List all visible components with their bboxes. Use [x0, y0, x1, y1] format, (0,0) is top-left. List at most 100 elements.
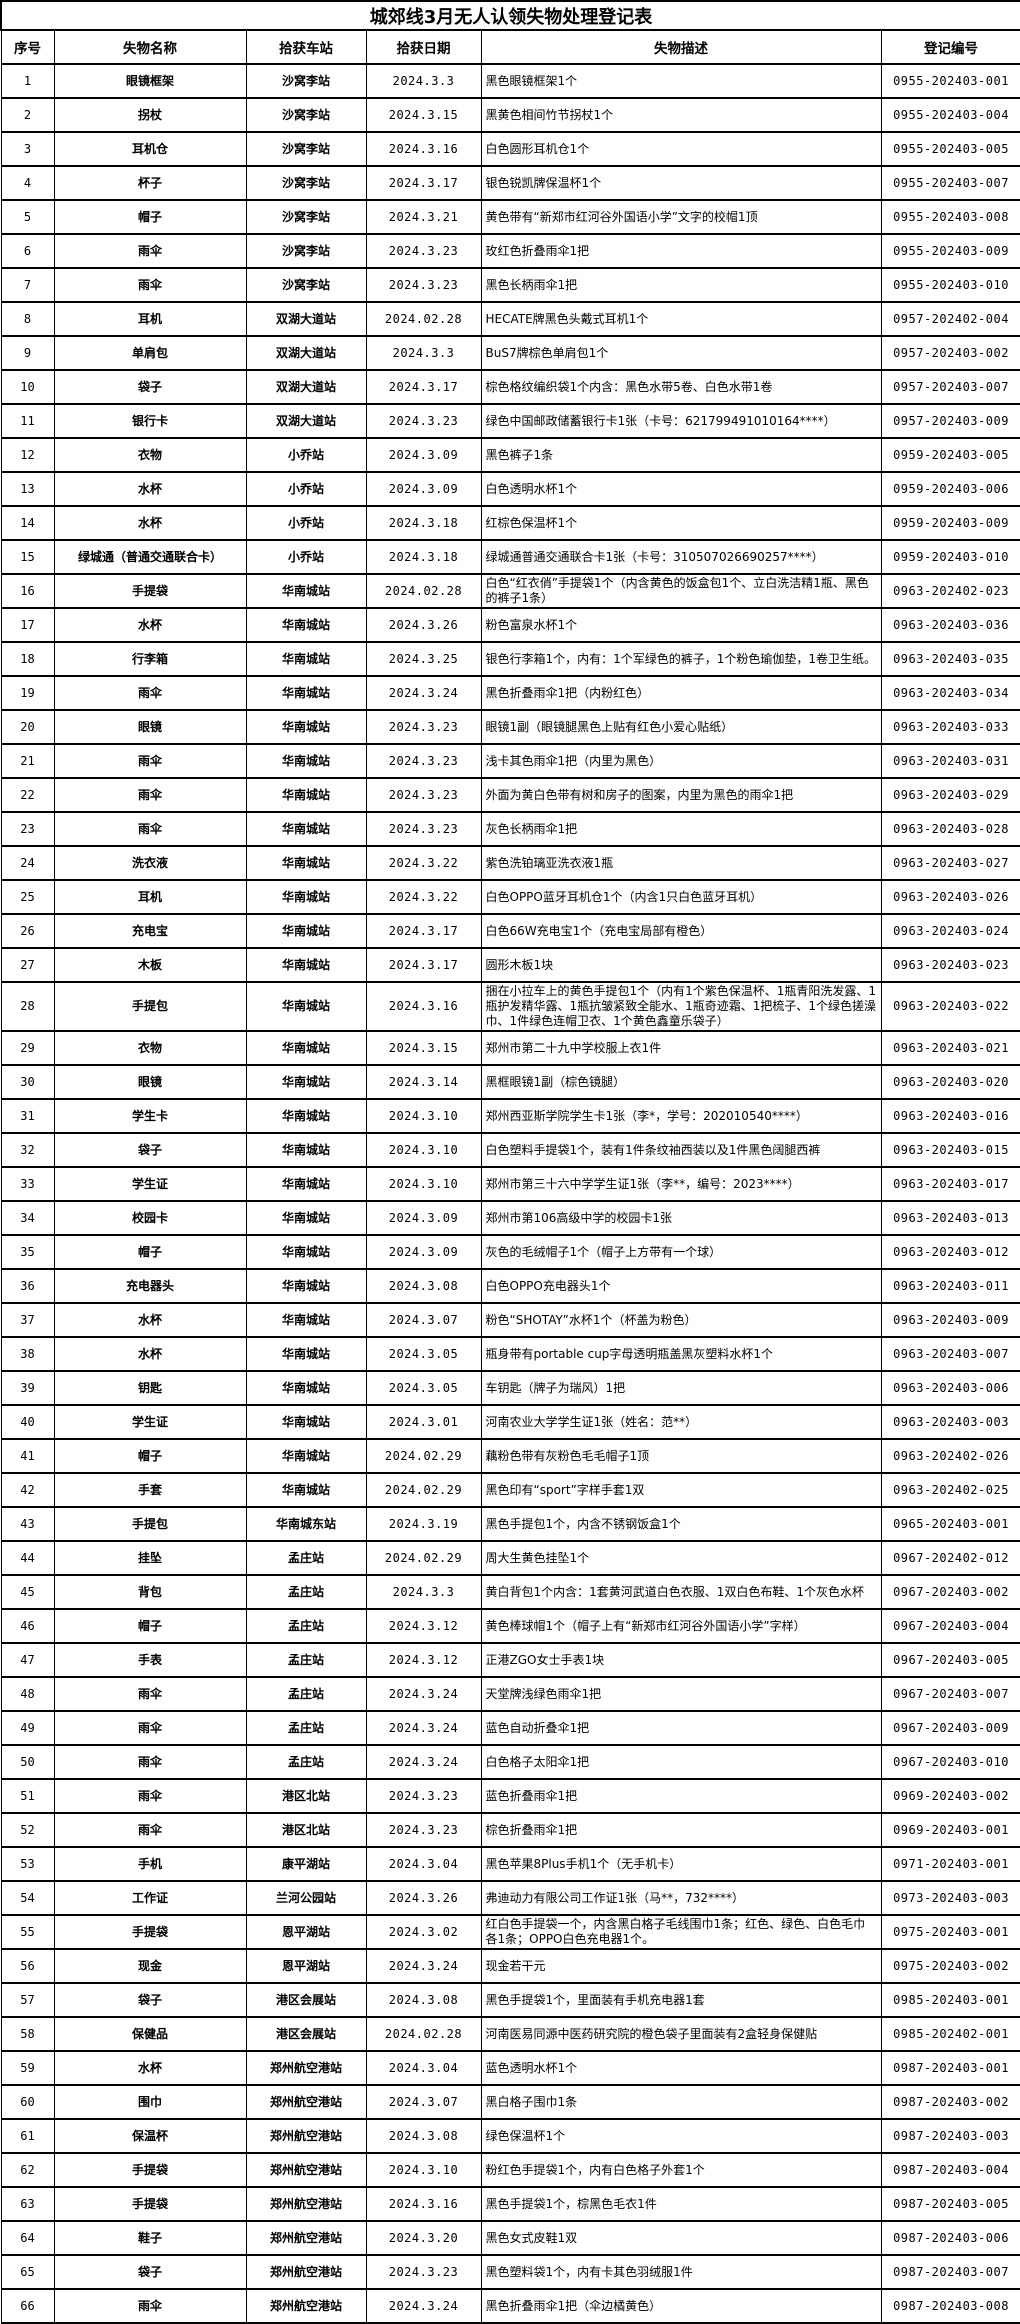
cell-item-name: 保温杯: [53, 2118, 247, 2154]
cell-station: 兰河公园站: [245, 1880, 367, 1916]
cell-item-name: 保健品: [53, 2016, 247, 2052]
cell-reg-no: 0955-202403-008: [880, 199, 1020, 235]
cell-date: 2024.3.3: [365, 335, 482, 371]
cell-station: 沙窝李站: [245, 63, 367, 99]
cell-seq: 11: [0, 403, 55, 439]
cell-station: 华南城站: [245, 709, 367, 745]
cell-description: 灰色长柄雨伞1把: [480, 811, 882, 847]
cell-reg-no: 0963-202403-021: [880, 1030, 1020, 1066]
cell-date: 2024.3.23: [365, 267, 482, 303]
cell-item-name: 背包: [53, 1574, 247, 1610]
cell-reg-no: 0987-202403-005: [880, 2186, 1020, 2222]
cell-description: 银色行李箱1个，内有：1个军绿色的裤子，1个粉色瑜伽垫，1卷卫生纸。: [480, 641, 882, 677]
column-header-date: 拾获日期: [365, 29, 482, 65]
cell-item-name: 挂坠: [53, 1540, 247, 1576]
cell-description: 白色塑料手提袋1个，装有1件条纹袖西装以及1件黑色阔腿西裤: [480, 1132, 882, 1168]
cell-description: 黑黄色相间竹节拐杖1个: [480, 97, 882, 133]
column-header-station: 拾获车站: [245, 29, 367, 65]
cell-date: 2024.3.09: [365, 471, 482, 507]
cell-description: 黄色棒球帽1个（帽子上有“新郑市红河谷外国语小学”字样）: [480, 1608, 882, 1644]
cell-item-name: 钥匙: [53, 1370, 247, 1406]
cell-seq: 56: [0, 1948, 55, 1984]
cell-item-name: 充电器头: [53, 1268, 247, 1304]
cell-seq: 3: [0, 131, 55, 167]
cell-station: 小乔站: [245, 437, 367, 473]
cell-date: 2024.3.23: [365, 403, 482, 439]
cell-item-name: 雨伞: [53, 777, 247, 813]
cell-station: 华南城站: [245, 1472, 367, 1508]
cell-seq: 40: [0, 1404, 55, 1440]
cell-seq: 36: [0, 1268, 55, 1304]
cell-item-name: 手表: [53, 1642, 247, 1678]
cell-station: 沙窝李站: [245, 131, 367, 167]
table-row: 30 眼镜 华南城站 2024.3.14 黑框眼镜1副（棕色镜腿） 0963-202403…: [0, 1064, 1020, 1100]
cell-description: 藕粉色带有灰粉色毛毛帽子1顶: [480, 1438, 882, 1474]
cell-seq: 2: [0, 97, 55, 133]
cell-item-name: 行李箱: [53, 641, 247, 677]
cell-description: 河南农业大学学生证1张（姓名：范**）: [480, 1404, 882, 1440]
cell-item-name: 手套: [53, 1472, 247, 1508]
cell-station: 华南城站: [245, 811, 367, 847]
cell-station: 港区北站: [245, 1778, 367, 1814]
cell-reg-no: 0965-202403-001: [880, 1506, 1020, 1542]
cell-seq: 32: [0, 1132, 55, 1168]
cell-station: 港区会展站: [245, 2016, 367, 2052]
cell-station: 华南城站: [245, 675, 367, 711]
column-header-description: 失物描述: [480, 29, 882, 65]
cell-seq: 43: [0, 1506, 55, 1542]
cell-seq: 22: [0, 777, 55, 813]
table-row: 59 水杯 郑州航空港站 2024.3.04 蓝色透明水杯1个 0987-202403-0…: [0, 2050, 1020, 2086]
cell-item-name: 水杯: [53, 471, 247, 507]
cell-station: 郑州航空港站: [245, 2118, 367, 2154]
cell-item-name: 水杯: [53, 2050, 247, 2086]
cell-item-name: 雨伞: [53, 1778, 247, 1814]
cell-station: 郑州航空港站: [245, 2220, 367, 2256]
cell-description: 绿色保温杯1个: [480, 2118, 882, 2154]
cell-item-name: 学生证: [53, 1404, 247, 1440]
cell-reg-no: 0963-202403-003: [880, 1404, 1020, 1440]
cell-seq: 5: [0, 199, 55, 235]
cell-description: 圆形木板1块: [480, 947, 882, 983]
table-row: 3 耳机仓 沙窝李站 2024.3.16 白色圆形耳机仓1个 0955-202403-00…: [0, 131, 1020, 167]
column-header-seq: 序号: [0, 29, 55, 65]
table-row: 32 袋子 华南城站 2024.3.10 白色塑料手提袋1个，装有1件条纹袖西装以及1件…: [0, 1132, 1020, 1168]
cell-station: 华南城站: [245, 1268, 367, 1304]
cell-item-name: 雨伞: [53, 267, 247, 303]
cell-seq: 18: [0, 641, 55, 677]
cell-date: 2024.3.14: [365, 1064, 482, 1100]
cell-item-name: 袋子: [53, 1982, 247, 2018]
cell-seq: 38: [0, 1336, 55, 1372]
cell-date: 2024.3.3: [365, 1574, 482, 1610]
cell-date: 2024.3.23: [365, 743, 482, 779]
cell-item-name: 绿城通（普通交通联合卡）: [53, 539, 247, 575]
cell-reg-no: 0963-202403-013: [880, 1200, 1020, 1236]
cell-reg-no: 0963-202403-012: [880, 1234, 1020, 1270]
cell-station: 华南城站: [245, 947, 367, 983]
cell-station: 沙窝李站: [245, 199, 367, 235]
cell-date: 2024.3.23: [365, 233, 482, 269]
cell-description: 红白色手提袋一个，内含黑白格子毛线围巾1条；红色、绿色、白色毛巾各1条；OPPO…: [480, 1914, 882, 1950]
cell-date: 2024.02.29: [365, 1438, 482, 1474]
cell-date: 2024.3.23: [365, 777, 482, 813]
table-row: 5 帽子 沙窝李站 2024.3.21 黄色带有“新郑市红河谷外国语小学”文字的校帽1顶…: [0, 199, 1020, 235]
cell-item-name: 雨伞: [53, 233, 247, 269]
table-row: 47 手表 孟庄站 2024.3.12 正港ZGO女士手表1块 0967-202403-0…: [0, 1642, 1020, 1678]
cell-seq: 17: [0, 607, 55, 643]
table-row: 14 水杯 小乔站 2024.3.18 红棕色保温杯1个 0959-202403-009: [0, 505, 1020, 541]
cell-item-name: 银行卡: [53, 403, 247, 439]
cell-seq: 66: [0, 2288, 55, 2324]
cell-reg-no: 0987-202403-006: [880, 2220, 1020, 2256]
cell-date: 2024.3.05: [365, 1370, 482, 1406]
cell-item-name: 眼镜: [53, 1064, 247, 1100]
cell-date: 2024.3.17: [365, 369, 482, 405]
column-header-reg-no: 登记编号: [880, 29, 1020, 65]
cell-seq: 58: [0, 2016, 55, 2052]
cell-reg-no: 0971-202403-001: [880, 1846, 1020, 1882]
cell-date: 2024.3.25: [365, 641, 482, 677]
cell-station: 沙窝李站: [245, 97, 367, 133]
cell-item-name: 耳机: [53, 879, 247, 915]
cell-date: 2024.3.10: [365, 1098, 482, 1134]
cell-seq: 23: [0, 811, 55, 847]
cell-date: 2024.3.07: [365, 2084, 482, 2120]
page-title: 城郊线3月无人认领失物处理登记表: [0, 0, 1020, 31]
